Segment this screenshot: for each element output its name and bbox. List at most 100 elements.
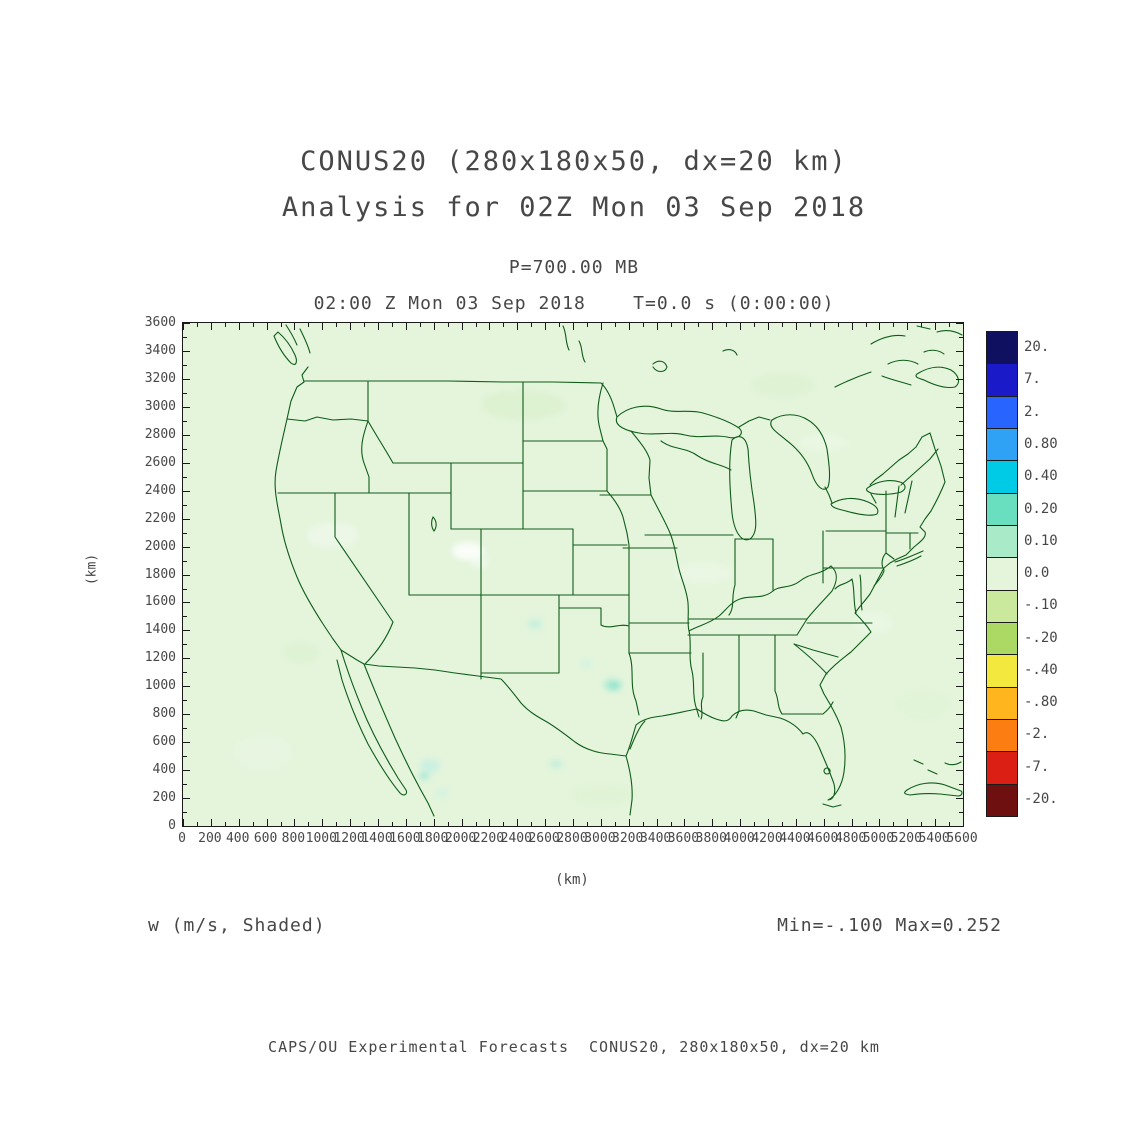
x-tick-label: 4000	[723, 831, 755, 846]
y-tick	[956, 406, 963, 408]
x-tick-label: 5600	[946, 831, 978, 846]
x-tick	[559, 822, 561, 826]
x-tick	[308, 822, 310, 826]
x-tick	[364, 822, 366, 826]
colorbar-label: 0.40	[1024, 468, 1058, 485]
x-tick-label: 1000	[305, 831, 337, 846]
x-tick	[378, 323, 379, 330]
y-tick	[183, 434, 190, 436]
y-tick	[183, 728, 187, 730]
x-tick	[879, 819, 881, 826]
x-tick	[266, 819, 268, 826]
x-tick	[545, 323, 547, 330]
y-tick-label: 1600	[144, 594, 176, 610]
y-tick	[183, 462, 190, 464]
x-tick	[308, 323, 310, 327]
x-tick	[322, 323, 324, 330]
x-tick	[823, 819, 825, 826]
x-tick	[252, 822, 254, 826]
y-tick	[956, 798, 963, 800]
x-tick	[949, 323, 951, 327]
x-tick-label: 400	[225, 831, 250, 846]
x-tick	[907, 323, 909, 330]
y-tick	[959, 532, 963, 534]
y-tick	[183, 798, 190, 800]
canada-border	[303, 380, 939, 504]
x-tick-label: 5000	[862, 831, 895, 846]
colorbar-swatch	[987, 524, 1017, 558]
us-map	[183, 323, 963, 826]
x-tick	[475, 323, 477, 327]
state-boundaries-east	[806, 480, 924, 624]
x-tick	[935, 819, 937, 826]
x-tick	[447, 822, 449, 826]
y-tick	[956, 770, 963, 772]
canada-interior-lakes	[562, 325, 872, 388]
x-tick-label: 5200	[890, 831, 922, 846]
colorbar-label: -2.	[1024, 726, 1050, 743]
x-tick	[865, 822, 867, 826]
x-tick	[586, 323, 588, 327]
state-boundaries-south	[629, 634, 842, 808]
figure-title-line2: Analysis for 02Z Mon 03 Sep 2018	[281, 192, 867, 223]
x-tick	[670, 323, 672, 327]
y-tick-label: 1000	[144, 678, 176, 694]
x-tick	[294, 819, 296, 826]
x-tick	[391, 323, 393, 327]
x-tick	[350, 819, 352, 826]
x-tick	[837, 822, 839, 826]
x-axis-label: (km)	[555, 872, 589, 888]
colorbar-label: -.20	[1024, 629, 1058, 646]
x-tick-label: 4800	[834, 831, 867, 846]
y-tick	[959, 448, 963, 450]
colorbar-swatch	[987, 589, 1017, 622]
x-tick	[698, 323, 700, 327]
y-tick	[183, 490, 190, 492]
y-tick	[183, 420, 187, 422]
y-tick	[959, 420, 963, 422]
y-tick	[183, 337, 187, 338]
y-tick-label: 2800	[144, 426, 176, 442]
x-tick	[336, 822, 338, 826]
colorbar-label: 7.	[1024, 371, 1041, 388]
x-tick	[322, 819, 324, 826]
y-tick	[183, 546, 190, 548]
x-tick	[684, 819, 686, 826]
y-tick	[956, 462, 963, 464]
colorbar-swatch	[987, 557, 1017, 590]
x-tick-label: 2400	[500, 831, 532, 846]
x-tick-label: 3400	[639, 831, 672, 846]
credit-line: CAPS/OU Experimental Forecasts CONUS20, …	[268, 1038, 880, 1056]
x-tick	[670, 822, 672, 826]
y-tick	[956, 742, 963, 744]
x-tick	[364, 323, 366, 327]
x-tick	[823, 323, 825, 330]
x-tick	[224, 323, 226, 327]
y-tick	[183, 406, 190, 408]
colorbar-swatch	[987, 460, 1017, 493]
y-tick	[183, 378, 190, 380]
y-tick	[183, 323, 190, 324]
x-tick	[280, 822, 282, 826]
x-tick	[712, 819, 714, 826]
y-tick	[183, 812, 187, 813]
y-tick	[956, 602, 963, 604]
x-tick	[586, 822, 588, 826]
x-tick	[642, 822, 644, 826]
colorbar-swatch	[987, 332, 1017, 364]
y-tick	[183, 350, 190, 352]
y-tick	[183, 658, 190, 660]
x-tick	[698, 822, 700, 826]
x-tick	[503, 323, 505, 327]
x-tick	[238, 323, 240, 330]
y-tick	[183, 742, 190, 744]
x-tick	[921, 822, 923, 826]
y-tick-label: 3000	[144, 398, 176, 414]
y-tick	[183, 448, 187, 450]
x-tick	[183, 323, 184, 330]
map-plot-area	[182, 322, 964, 827]
x-tick	[851, 323, 853, 330]
x-tick	[781, 822, 783, 826]
x-tick	[963, 819, 964, 826]
y-tick	[183, 770, 190, 772]
